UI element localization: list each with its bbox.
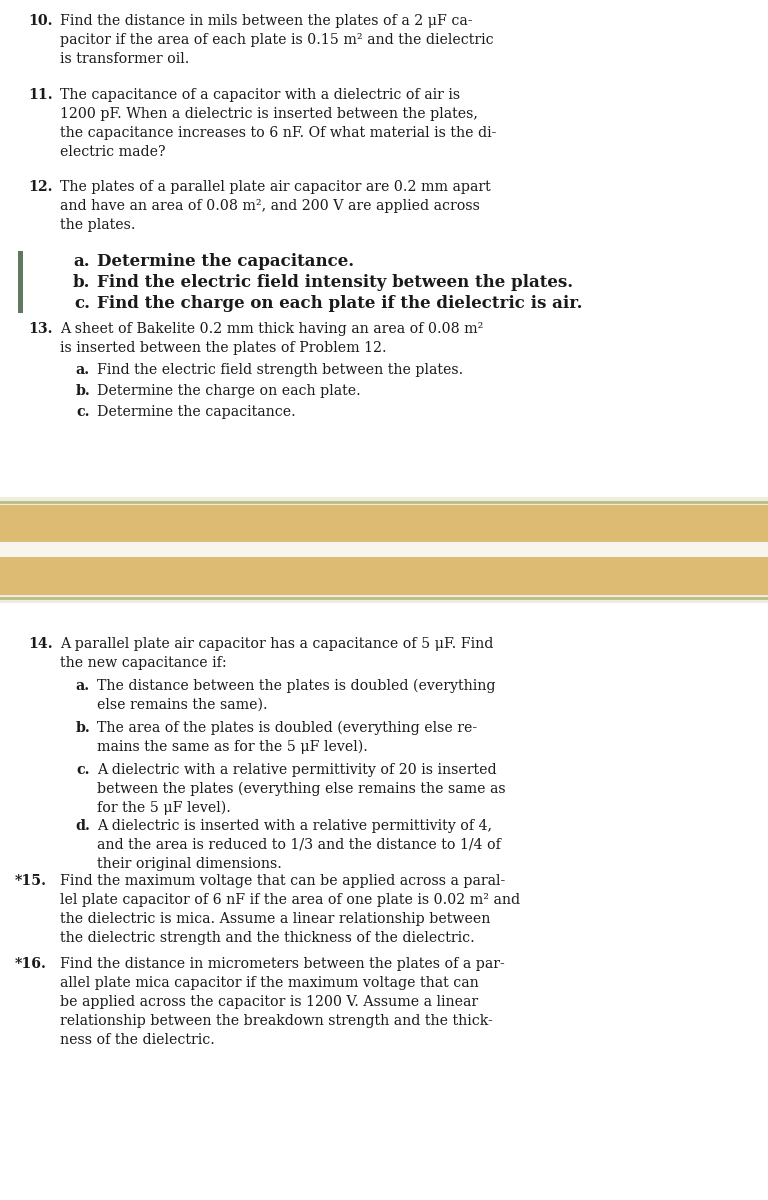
Text: 11.: 11. bbox=[28, 88, 53, 102]
Text: d.: d. bbox=[75, 818, 90, 833]
Text: Determine the charge on each plate.: Determine the charge on each plate. bbox=[97, 384, 361, 398]
Text: the capacitance increases to 6 nF. Of what material is the di-: the capacitance increases to 6 nF. Of wh… bbox=[60, 126, 496, 140]
Text: b.: b. bbox=[75, 721, 90, 734]
Text: Find the distance in micrometers between the plates of a par-: Find the distance in micrometers between… bbox=[60, 958, 505, 971]
Text: c.: c. bbox=[77, 763, 90, 778]
Text: A parallel plate air capacitor has a capacitance of 5 μF. Find: A parallel plate air capacitor has a cap… bbox=[60, 637, 493, 650]
Text: 14.: 14. bbox=[28, 637, 53, 650]
Text: pacitor if the area of each plate is 0.15 m² and the dielectric: pacitor if the area of each plate is 0.1… bbox=[60, 32, 494, 47]
Text: c.: c. bbox=[74, 295, 90, 312]
Text: 13.: 13. bbox=[28, 322, 53, 336]
Text: else remains the same).: else remains the same). bbox=[97, 698, 267, 712]
Text: and have an area of 0.08 m², and 200 V are applied across: and have an area of 0.08 m², and 200 V a… bbox=[60, 199, 480, 214]
Text: *15.: *15. bbox=[15, 874, 47, 888]
Text: Find the maximum voltage that can be applied across a paral-: Find the maximum voltage that can be app… bbox=[60, 874, 505, 888]
Text: The distance between the plates is doubled (everything: The distance between the plates is doubl… bbox=[97, 679, 495, 694]
Text: *16.: *16. bbox=[15, 958, 47, 971]
Text: be applied across the capacitor is 1200 V. Assume a linear: be applied across the capacitor is 1200 … bbox=[60, 995, 478, 1009]
Text: 12.: 12. bbox=[28, 180, 53, 194]
Text: c.: c. bbox=[77, 404, 90, 419]
Text: A dielectric with a relative permittivity of 20 is inserted: A dielectric with a relative permittivit… bbox=[97, 763, 497, 778]
Text: between the plates (everything else remains the same as: between the plates (everything else rema… bbox=[97, 782, 505, 797]
Text: Find the distance in mils between the plates of a 2 μF ca-: Find the distance in mils between the pl… bbox=[60, 14, 472, 28]
Text: and the area is reduced to 1/3 and the distance to 1/4 of: and the area is reduced to 1/3 and the d… bbox=[97, 838, 501, 852]
Text: a.: a. bbox=[74, 253, 90, 270]
Text: A sheet of Bakelite 0.2 mm thick having an area of 0.08 m²: A sheet of Bakelite 0.2 mm thick having … bbox=[60, 322, 483, 336]
Text: is inserted between the plates of Problem 12.: is inserted between the plates of Proble… bbox=[60, 341, 386, 355]
Text: is transformer oil.: is transformer oil. bbox=[60, 52, 190, 66]
Text: A dielectric is inserted with a relative permittivity of 4,: A dielectric is inserted with a relative… bbox=[97, 818, 492, 833]
Text: the plates.: the plates. bbox=[60, 218, 135, 232]
Text: lel plate capacitor of 6 nF if the area of one plate is 0.02 m² and: lel plate capacitor of 6 nF if the area … bbox=[60, 893, 520, 907]
Text: The area of the plates is doubled (everything else re-: The area of the plates is doubled (every… bbox=[97, 721, 477, 736]
Bar bbox=[0, 602, 768, 1200]
Text: for the 5 μF level).: for the 5 μF level). bbox=[97, 802, 231, 815]
Text: relationship between the breakdown strength and the thick-: relationship between the breakdown stren… bbox=[60, 1014, 493, 1028]
Text: the dielectric is mica. Assume a linear relationship between: the dielectric is mica. Assume a linear … bbox=[60, 912, 491, 926]
Text: mains the same as for the 5 μF level).: mains the same as for the 5 μF level). bbox=[97, 740, 368, 755]
Text: Determine the capacitance.: Determine the capacitance. bbox=[97, 404, 296, 419]
Text: Find the electric field strength between the plates.: Find the electric field strength between… bbox=[97, 362, 463, 377]
Bar bbox=[0, 505, 768, 542]
Bar bbox=[18, 251, 23, 313]
Text: the dielectric strength and the thickness of the dielectric.: the dielectric strength and the thicknes… bbox=[60, 931, 475, 946]
Text: 10.: 10. bbox=[28, 14, 53, 28]
Text: The plates of a parallel plate air capacitor are 0.2 mm apart: The plates of a parallel plate air capac… bbox=[60, 180, 491, 194]
Text: b.: b. bbox=[75, 384, 90, 398]
Text: the new capacitance if:: the new capacitance if: bbox=[60, 656, 227, 670]
Bar bbox=[0, 557, 768, 595]
Text: allel plate mica capacitor if the maximum voltage that can: allel plate mica capacitor if the maximu… bbox=[60, 976, 478, 990]
Text: a.: a. bbox=[76, 362, 90, 377]
Text: Determine the capacitance.: Determine the capacitance. bbox=[97, 253, 354, 270]
Text: Find the electric field intensity between the plates.: Find the electric field intensity betwee… bbox=[97, 274, 573, 290]
Text: 1200 pF. When a dielectric is inserted between the plates,: 1200 pF. When a dielectric is inserted b… bbox=[60, 107, 478, 121]
Bar bbox=[0, 0, 768, 497]
Bar bbox=[0, 542, 768, 557]
Text: The capacitance of a capacitor with a dielectric of air is: The capacitance of a capacitor with a di… bbox=[60, 88, 460, 102]
Text: their original dimensions.: their original dimensions. bbox=[97, 857, 282, 871]
Text: b.: b. bbox=[72, 274, 90, 290]
Text: ness of the dielectric.: ness of the dielectric. bbox=[60, 1033, 215, 1046]
Text: a.: a. bbox=[76, 679, 90, 692]
Text: electric made?: electric made? bbox=[60, 145, 165, 158]
Text: Find the charge on each plate if the dielectric is air.: Find the charge on each plate if the die… bbox=[97, 295, 582, 312]
